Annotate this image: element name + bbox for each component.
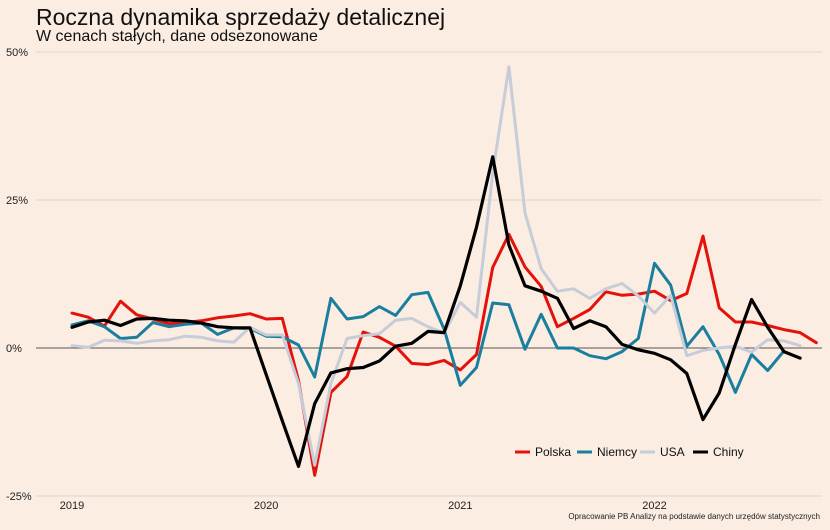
y-tick-label: -25%	[6, 491, 32, 503]
series-line-usa	[70, 65, 802, 467]
x-tick-label: 2019	[60, 500, 84, 512]
x-axis-ticks: 2019 2020 2021 2022	[60, 500, 667, 512]
legend-label: USA	[660, 445, 685, 459]
y-tick-label: 25%	[6, 195, 28, 207]
y-tick-label: 50%	[6, 47, 28, 59]
chart-subtitle: W cenach stałych, dane odsezonowane	[36, 28, 318, 45]
source-caption: Opracowanie PB Analizy na podstawie dany…	[568, 512, 820, 521]
legend-label: Chiny	[713, 445, 744, 459]
x-tick-label: 2020	[254, 500, 278, 512]
legend-label: Niemcy	[597, 445, 637, 459]
legend-label: Polska	[535, 445, 571, 459]
series-line-polska	[70, 232, 818, 477]
legend: Polska Niemcy USA Chiny	[515, 445, 744, 459]
series-lines	[70, 65, 818, 477]
chart-title: Roczna dynamika sprzedaży detalicznej	[36, 4, 446, 30]
series-line-chiny	[70, 155, 802, 468]
y-axis-ticks: 50% 25% 0% -25%	[6, 47, 32, 503]
grid-lines	[36, 51, 822, 497]
x-tick-label: 2021	[448, 500, 472, 512]
series-line-niemcy	[70, 261, 786, 394]
x-tick-label: 2022	[642, 500, 666, 512]
y-tick-label: 0%	[6, 343, 22, 355]
